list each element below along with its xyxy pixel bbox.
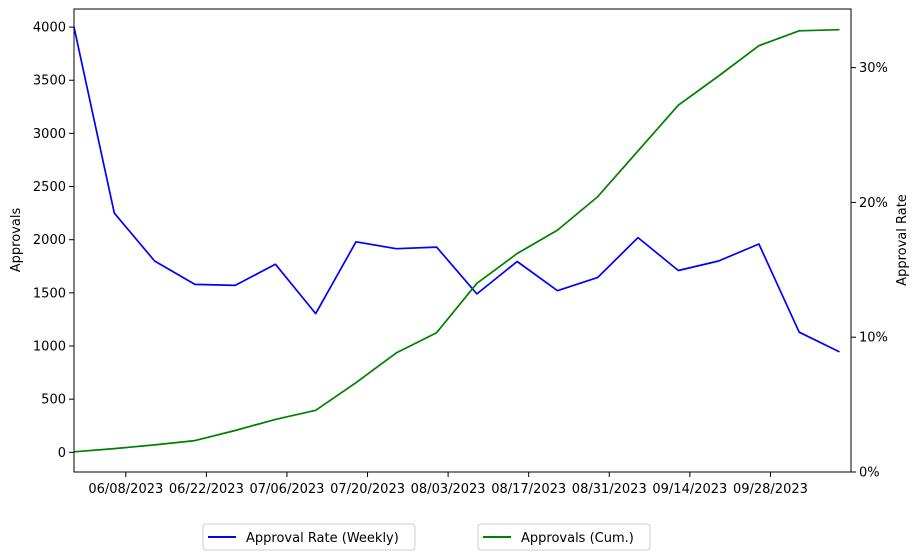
y-right-tick-label: 20% <box>859 196 888 211</box>
legend: Approval Rate (Weekly) Approvals (Cum.) <box>202 523 651 551</box>
x-tick-label: 07/06/2023 <box>249 482 324 497</box>
legend-label-approvals-cum: Approvals (Cum.) <box>521 531 634 546</box>
x-tick-label: 08/17/2023 <box>491 482 566 497</box>
x-tick-label: 08/03/2023 <box>411 482 486 497</box>
y-axis-right-title: Approval Rate <box>895 194 910 286</box>
series-line-1 <box>73 28 840 453</box>
x-axis: 06/08/2023 06/22/2023 07/06/2023 07/20/2023… <box>88 472 808 497</box>
y-left-tick-label: 2500 <box>33 180 66 195</box>
series-line-0 <box>73 26 840 353</box>
plot-area <box>73 8 852 473</box>
y-left-tick-label: 1500 <box>33 286 66 301</box>
x-tick-label: 08/31/2023 <box>572 482 647 497</box>
plot-frame <box>73 8 852 473</box>
x-tick-label: 09/28/2023 <box>733 482 808 497</box>
y-right-tick-label: 0% <box>859 466 880 481</box>
legend-box <box>477 523 651 551</box>
legend-item-approval-rate: Approval Rate (Weekly) <box>202 523 416 551</box>
y-axis-right: 0% 10% 20% 30% <box>851 61 888 481</box>
y-left-tick-label: 3500 <box>33 74 66 89</box>
legend-label-approval-rate: Approval Rate (Weekly) <box>246 531 399 546</box>
legend-box <box>202 523 416 551</box>
y-left-tick-label: 2000 <box>33 233 66 248</box>
x-tick-label: 06/22/2023 <box>169 482 244 497</box>
y-left-tick-label: 3000 <box>33 127 66 142</box>
y-left-tick-label: 1000 <box>33 340 66 355</box>
y-left-tick-label: 0 <box>58 446 66 461</box>
y-right-tick-label: 30% <box>859 61 888 76</box>
x-tick-label: 06/08/2023 <box>88 482 163 497</box>
series-layer <box>73 26 840 453</box>
y-left-tick-label: 4000 <box>33 21 66 36</box>
y-right-tick-label: 10% <box>859 331 888 346</box>
x-tick-label: 09/14/2023 <box>652 482 727 497</box>
y-left-tick-label: 500 <box>41 393 66 408</box>
legend-item-approvals-cum: Approvals (Cum.) <box>477 523 651 551</box>
y-axis-left: 0 500 1000 1500 2000 2500 3000 3500 4000 <box>33 21 74 461</box>
y-axis-left-title: Approvals <box>9 208 24 273</box>
x-tick-label: 07/20/2023 <box>330 482 405 497</box>
